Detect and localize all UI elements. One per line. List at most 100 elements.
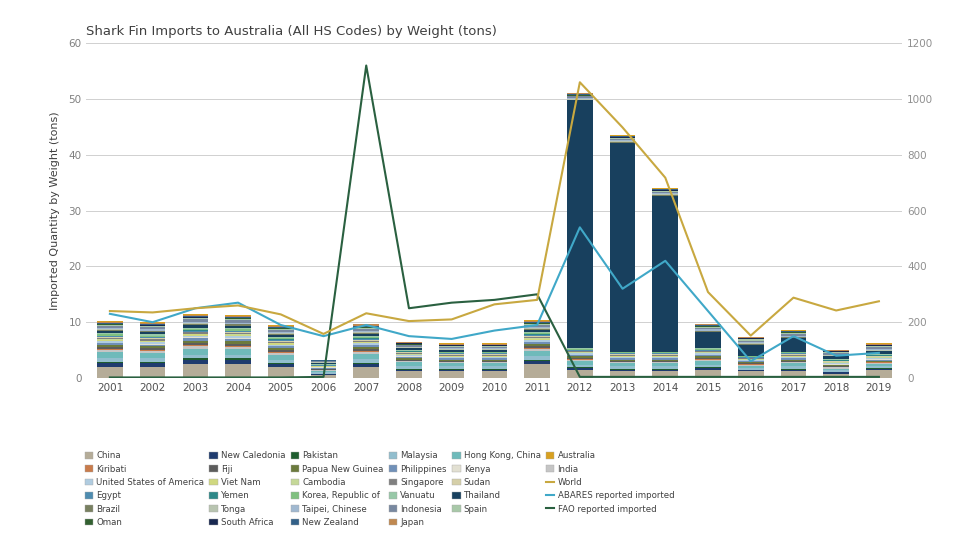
Bar	[610, 138, 636, 139]
Bar	[140, 346, 165, 348]
Bar	[140, 345, 165, 346]
Bar	[439, 356, 465, 357]
Bar	[824, 374, 849, 378]
Bar	[780, 363, 806, 366]
Bar	[268, 334, 294, 335]
Bar	[140, 341, 165, 342]
Bar	[695, 364, 721, 367]
Bar	[97, 329, 123, 330]
Bar	[182, 349, 208, 355]
Bar	[610, 353, 636, 354]
Bar	[610, 366, 636, 368]
Bar	[866, 361, 892, 362]
Bar	[182, 343, 208, 345]
Bar	[866, 364, 892, 366]
Bar	[567, 359, 592, 360]
Bar	[610, 135, 636, 136]
Bar	[524, 320, 550, 321]
Bar	[738, 342, 763, 343]
Bar	[268, 332, 294, 333]
Bar	[524, 337, 550, 339]
Bar	[738, 362, 763, 363]
Bar	[268, 360, 294, 363]
Bar	[226, 339, 251, 341]
Bar	[824, 366, 849, 367]
Bar	[695, 329, 721, 330]
Bar	[738, 344, 763, 345]
Bar	[396, 370, 421, 372]
Bar	[695, 325, 721, 326]
Bar	[226, 331, 251, 332]
Bar	[695, 361, 721, 365]
Bar	[482, 346, 507, 347]
Bar	[695, 349, 721, 350]
Bar	[226, 364, 251, 378]
Bar	[524, 328, 550, 329]
Bar	[780, 335, 806, 337]
Bar	[524, 349, 550, 351]
Bar	[268, 328, 294, 329]
Bar	[653, 194, 678, 195]
Bar	[866, 362, 892, 363]
Bar	[311, 374, 336, 375]
Bar	[524, 340, 550, 342]
Bar	[182, 355, 208, 359]
Bar	[97, 326, 123, 328]
Bar	[824, 360, 849, 361]
Bar	[396, 353, 421, 354]
Bar	[140, 323, 165, 324]
Bar	[866, 368, 892, 370]
Bar	[780, 366, 806, 368]
Bar	[353, 347, 379, 349]
Bar	[653, 359, 678, 360]
Bar	[353, 328, 379, 329]
Bar	[97, 350, 123, 352]
Bar	[738, 358, 763, 359]
Bar	[140, 325, 165, 326]
Bar	[140, 354, 165, 359]
Bar	[482, 368, 507, 370]
Bar	[524, 330, 550, 332]
Bar	[653, 190, 678, 191]
Bar	[439, 357, 465, 358]
Bar	[226, 326, 251, 328]
Bar	[610, 372, 636, 378]
Bar	[140, 350, 165, 351]
Bar	[97, 322, 123, 323]
Bar	[353, 327, 379, 328]
Bar	[567, 348, 592, 349]
Bar	[268, 367, 294, 378]
Bar	[780, 352, 806, 353]
Bar	[268, 335, 294, 338]
Bar	[738, 364, 763, 366]
Bar	[97, 347, 123, 349]
Bar	[182, 315, 208, 316]
Bar	[268, 330, 294, 332]
Bar	[482, 358, 507, 359]
Bar	[396, 357, 421, 358]
Bar	[524, 344, 550, 346]
Bar	[226, 320, 251, 323]
Bar	[610, 136, 636, 137]
Bar	[653, 188, 678, 189]
Bar	[311, 366, 336, 367]
Bar	[695, 367, 721, 368]
Bar	[182, 345, 208, 346]
Bar	[226, 325, 251, 326]
Bar	[439, 353, 465, 354]
Bar	[226, 355, 251, 359]
Bar	[824, 349, 849, 350]
Bar	[695, 332, 721, 348]
Bar	[396, 355, 421, 356]
Bar	[567, 99, 592, 100]
Bar	[524, 339, 550, 340]
Bar	[780, 360, 806, 361]
Bar	[824, 372, 849, 373]
Bar	[182, 320, 208, 322]
Bar	[482, 347, 507, 348]
Bar	[140, 339, 165, 341]
Bar	[524, 324, 550, 325]
Bar	[780, 331, 806, 332]
Bar	[311, 370, 336, 371]
Bar	[439, 363, 465, 366]
